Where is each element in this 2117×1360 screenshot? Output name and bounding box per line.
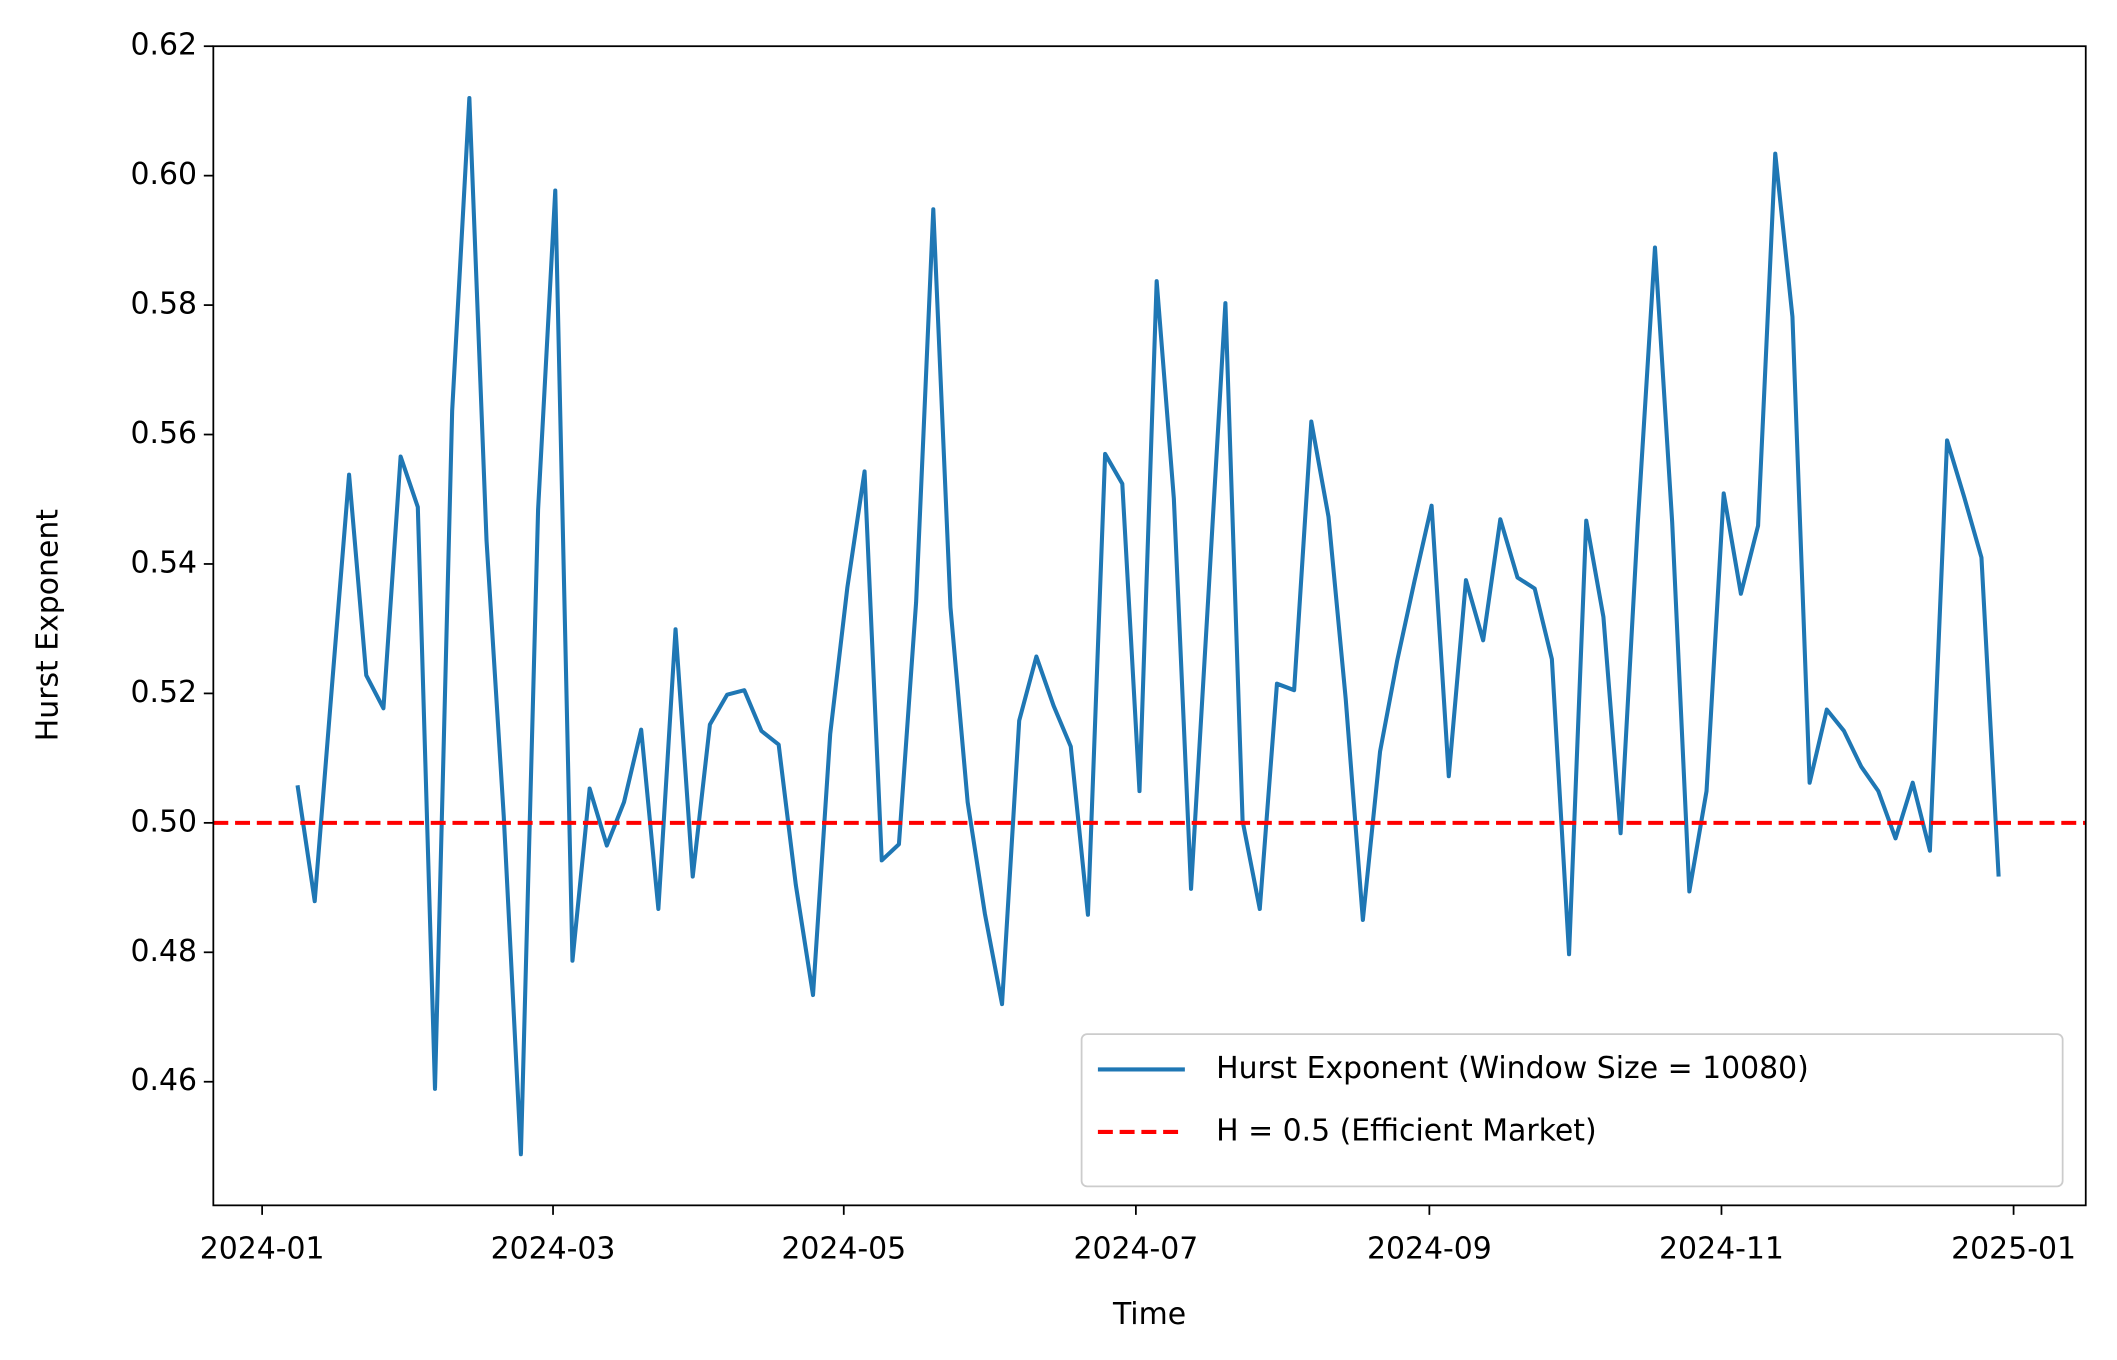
y-tick-label: 0.62 [130,28,197,63]
y-tick-label: 0.48 [130,934,197,969]
x-tick-label: 2024-05 [781,1232,906,1267]
x-tick-label: 2024-01 [200,1232,325,1267]
y-tick-label: 0.54 [130,545,197,580]
plot-frame [212,45,2087,1207]
y-tick-label: 0.50 [130,804,197,839]
y-tick-label: 0.46 [130,1063,197,1098]
x-tick-label: 2024-03 [491,1232,616,1267]
data-line [295,95,2001,1157]
x-tick-label: 2025-01 [1951,1232,2076,1267]
x-tick-label: 2024-07 [1073,1232,1198,1267]
legend-label: H = 0.5 (Efficient Market) [1216,1113,1596,1148]
legend-box [1080,1033,2064,1188]
y-tick-label: 0.56 [130,416,197,451]
x-axis-label: Time [1112,1297,1186,1332]
y-tick-label: 0.60 [130,157,197,192]
y-tick-label: 0.52 [130,675,197,710]
y-tick-label: 0.58 [130,287,197,322]
x-tick-label: 2024-09 [1367,1232,1492,1267]
legend-label: Hurst Exponent (Window Size = 10080) [1216,1051,1809,1086]
x-tick-label: 2024-11 [1659,1232,1784,1267]
y-axis-label: Hurst Exponent [30,509,65,741]
